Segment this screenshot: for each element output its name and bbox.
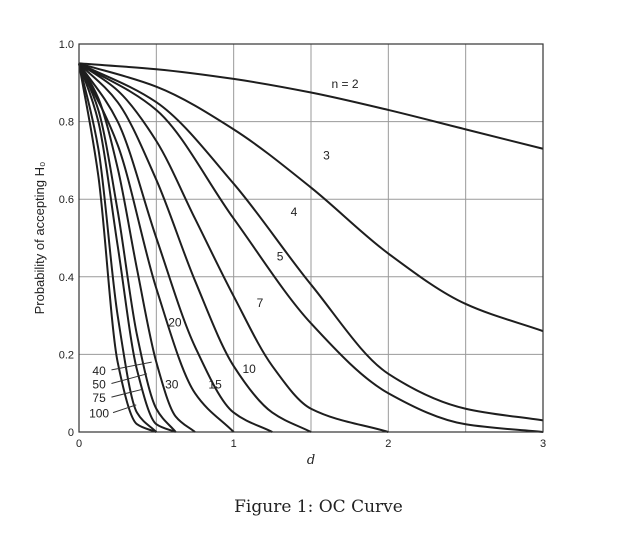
oc-curve-5 [78, 62, 312, 433]
curve-label: n = 2 [332, 77, 359, 91]
leader-line [111, 361, 152, 371]
oc-curve-6 [78, 62, 273, 433]
leader-line [111, 388, 143, 398]
curve-label: 5 [277, 250, 284, 264]
oc-curve-8 [78, 62, 196, 433]
curve-label: 20 [168, 316, 182, 330]
oc-curve-2 [78, 62, 544, 422]
oc-curve-4 [78, 62, 389, 433]
y-tick-label: 0.2 [59, 349, 74, 361]
curve-label: 3 [323, 149, 330, 163]
leader-line [112, 404, 137, 414]
curve-label: 30 [165, 378, 179, 392]
curve-label: 50 [92, 378, 106, 392]
x-tick-label: 0 [76, 438, 82, 450]
curves [78, 62, 544, 433]
tick-labels: 0 1 2 300.20.40.60.81.0 [59, 39, 546, 450]
oc-curve-0 [78, 62, 544, 150]
x-tick-label: 2 [385, 438, 391, 450]
y-tick-label: 0.8 [59, 117, 74, 129]
curve-label: 4 [291, 205, 298, 219]
x-tick-label: 3 [540, 438, 546, 450]
figure-label: Figure 1: [234, 497, 314, 517]
curve-label: 15 [208, 378, 222, 392]
curve-label: 75 [92, 391, 106, 405]
oc-curve-10 [78, 63, 177, 433]
curve-label: 40 [92, 364, 106, 378]
y-tick-label: 0.4 [59, 272, 74, 284]
oc-curve-1 [78, 62, 544, 333]
y-axis-title: Probability of accepting H₀ [32, 162, 47, 315]
y-tick-label: 1.0 [59, 39, 74, 51]
figure-caption: Figure 1: OC Curve [0, 497, 637, 517]
curve-label: 10 [242, 362, 256, 376]
plot-frame [78, 43, 544, 433]
oc-curve-3 [78, 62, 544, 433]
x-axis-title: d [307, 453, 315, 468]
figure-title: OC Curve [318, 497, 403, 517]
x-tick-label: 1 [231, 438, 237, 450]
curve-label: 7 [257, 296, 264, 310]
oc-curve-9 [78, 63, 177, 433]
leader-line [111, 373, 148, 384]
oc-curve-11 [78, 63, 158, 433]
oc-curve-7 [78, 62, 235, 433]
oc-curve-12 [78, 63, 157, 433]
curve-label: 100 [89, 407, 109, 421]
y-tick-label: 0 [68, 427, 74, 439]
grid [79, 44, 543, 432]
y-tick-label: 0.6 [59, 194, 74, 206]
